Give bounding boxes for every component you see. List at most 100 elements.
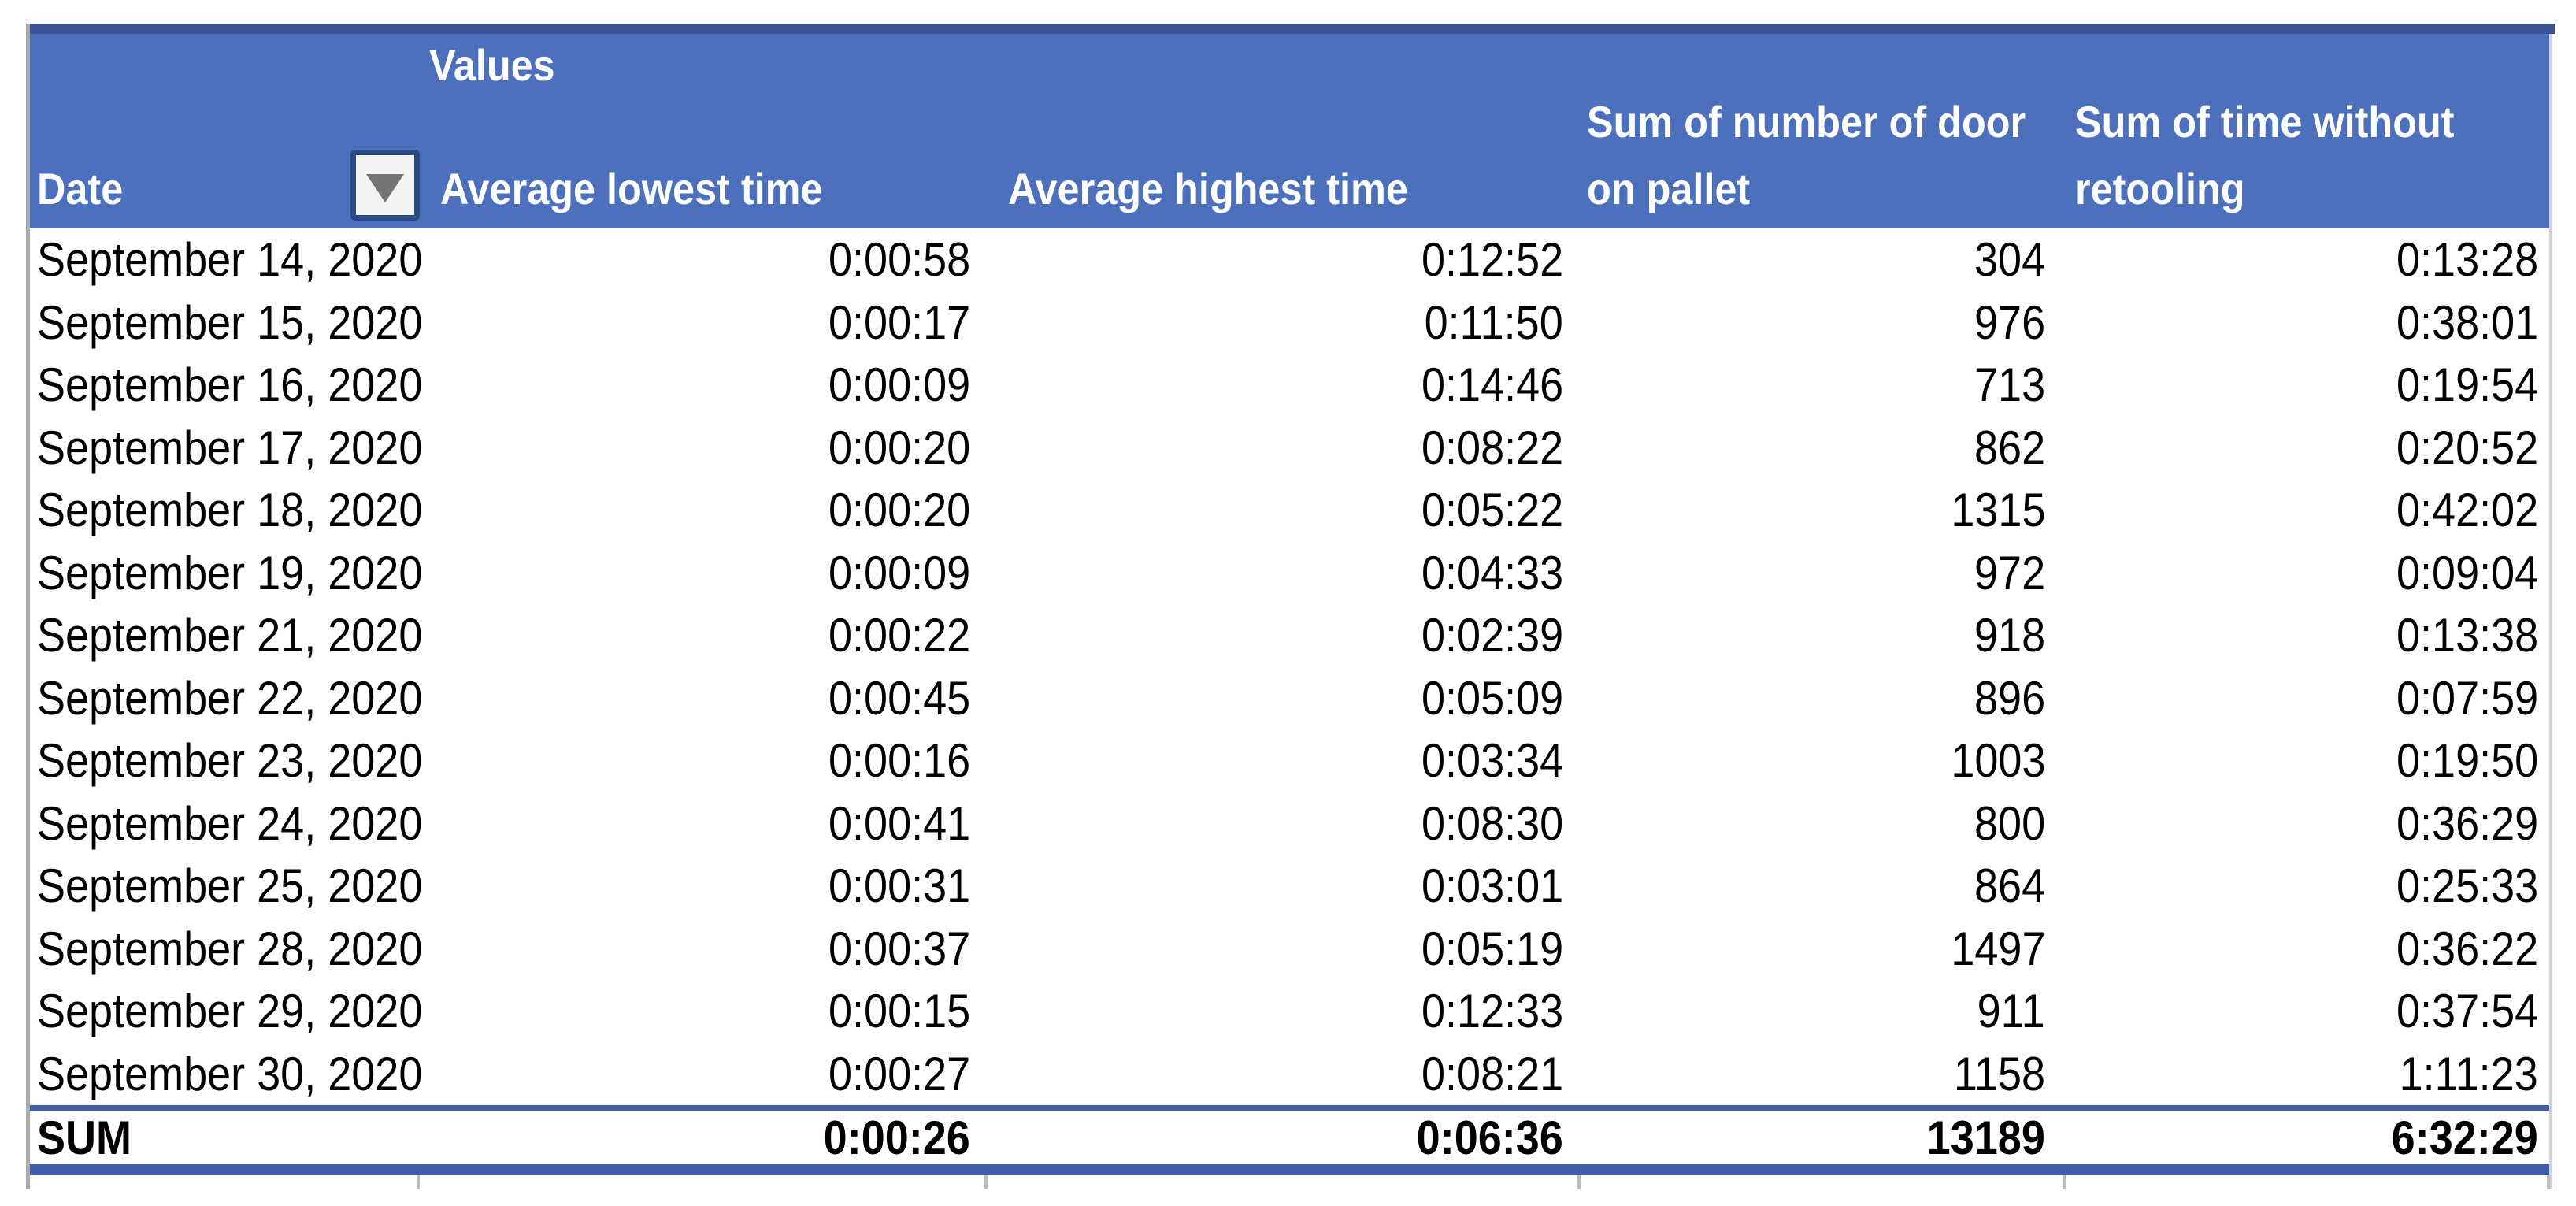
avg-lowest-cell[interactable]: 0:00:58 [828,233,970,287]
time-without-retooling-cell[interactable]: 1:11:23 [2399,1047,2538,1100]
avg-lowest-cell[interactable]: 0:00:31 [828,859,970,913]
avg-lowest-cell[interactable]: 0:00:09 [828,546,970,599]
sum-retooling-header-line2: retooling [2075,164,2245,213]
column-gridline-tick [1577,1175,1581,1189]
avg-lowest-cell[interactable]: 0:00:20 [828,484,970,537]
date-cell[interactable]: September 16, 2020 [37,358,423,412]
avg-highest-cell[interactable]: 0:08:22 [1421,421,1563,474]
time-without-retooling-cell[interactable]: 0:36:29 [2396,796,2538,850]
date-cell[interactable]: September 29, 2020 [37,985,423,1038]
date-cell[interactable]: September 24, 2020 [37,796,423,850]
avg-highest-cell[interactable]: 0:05:22 [1421,484,1563,537]
time-without-retooling-cell[interactable]: 0:20:52 [2396,421,2538,474]
column-header-average-highest-time[interactable]: Average highest time [986,155,1579,228]
avg-highest-cell[interactable]: 0:02:39 [1421,609,1563,662]
avg-highest-cell[interactable]: 0:08:30 [1421,796,1563,850]
doors-on-pallet-cell[interactable]: 911 [1977,985,2045,1038]
time-without-retooling-cell[interactable]: 0:13:38 [2396,609,2538,662]
avg-lowest-cell[interactable]: 0:00:17 [828,295,970,349]
avg-highest-cell[interactable]: 0:03:34 [1421,734,1563,788]
doors-on-pallet-cell[interactable]: 864 [1974,859,2045,913]
sum-doors-cell[interactable]: 13189 [1926,1111,2045,1164]
column-gridline-tick [417,1175,420,1189]
date-cell[interactable]: September 22, 2020 [37,671,423,725]
column-header-date-label: Date [37,164,124,213]
avg-lowest-cell[interactable]: 0:00:45 [828,671,970,725]
table-row: September 19, 2020 0:00:09 0:04:33 972 0… [26,541,2549,604]
doors-on-pallet-cell[interactable]: 304 [1974,233,2045,287]
doors-on-pallet-cell[interactable]: 896 [1974,671,2045,725]
sum-label-cell[interactable]: SUM [37,1111,132,1164]
avg-lowest-cell[interactable]: 0:00:15 [828,985,970,1038]
column-header-date[interactable]: Date [26,155,418,228]
time-without-retooling-cell[interactable]: 0:25:33 [2396,859,2538,913]
avg-highest-cell[interactable]: 0:14:46 [1421,358,1563,412]
doors-on-pallet-cell[interactable]: 1315 [1950,484,2045,537]
date-cell[interactable]: September 15, 2020 [37,295,423,349]
time-without-retooling-cell[interactable]: 0:19:50 [2396,734,2538,788]
time-without-retooling-cell[interactable]: 0:37:54 [2396,985,2538,1038]
doors-on-pallet-cell[interactable]: 862 [1974,421,2045,474]
avg-lowest-cell[interactable]: 0:00:37 [828,922,970,975]
table-bottom-border [26,1164,2549,1175]
avg-highest-cell[interactable]: 0:03:01 [1421,859,1563,913]
avg-highest-cell[interactable]: 0:04:33 [1421,546,1563,599]
time-without-retooling-cell[interactable]: 0:36:22 [2396,922,2538,975]
sum-retooling-header-line1: Sum of time without [2075,97,2455,147]
time-without-retooling-cell[interactable]: 0:07:59 [2396,671,2538,725]
table-row: September 21, 2020 0:00:22 0:02:39 918 0… [26,604,2549,667]
date-cell[interactable]: September 21, 2020 [37,609,423,662]
avg-lowest-cell[interactable]: 0:00:09 [828,358,970,412]
avg-highest-cell[interactable]: 0:12:52 [1421,233,1563,287]
values-area-label: Values [429,40,555,90]
time-without-retooling-cell[interactable]: 0:38:01 [2396,295,2538,349]
table-row: September 22, 2020 0:00:45 0:05:09 896 0… [26,666,2549,729]
pivot-table-header-row: Date Average lowest time Average highest… [26,34,2549,228]
doors-on-pallet-cell[interactable]: 1003 [1950,734,2045,788]
sum-avg-lowest-cell[interactable]: 0:00:26 [823,1111,970,1164]
column-header-average-lowest-time[interactable]: Average lowest time [418,155,986,228]
time-without-retooling-cell[interactable]: 0:09:04 [2396,546,2538,599]
doors-on-pallet-cell[interactable]: 800 [1974,796,2045,850]
column-header-sum-time-without-retooling[interactable]: Sum of time without retooling [2064,88,2549,228]
avg-highest-cell[interactable]: 0:11:50 [1424,295,1563,349]
sheet-gridline-right [2549,34,2552,1189]
avg-highest-cell[interactable]: 0:05:19 [1421,922,1563,975]
doors-on-pallet-cell[interactable]: 1497 [1950,922,2045,975]
table-row: September 14, 2020 0:00:58 0:12:52 304 0… [26,228,2549,291]
sum-doors-header-line1: Sum of number of door [1587,97,2026,147]
date-cell[interactable]: September 14, 2020 [37,233,423,287]
dropdown-arrow-icon [366,174,404,202]
sum-doors-header-line2: on pallet [1587,164,1751,213]
avg-highest-cell[interactable]: 0:08:21 [1421,1047,1563,1100]
column-header-sum-doors-on-pallet[interactable]: Sum of number of door on pallet [1579,88,2064,228]
avg-lowest-cell[interactable]: 0:00:20 [828,421,970,474]
doors-on-pallet-cell[interactable]: 1158 [1953,1047,2045,1100]
date-cell[interactable]: September 30, 2020 [37,1047,423,1100]
time-without-retooling-cell[interactable]: 0:19:54 [2396,358,2538,412]
date-cell[interactable]: September 17, 2020 [37,421,423,474]
date-filter-dropdown-button[interactable] [350,150,420,221]
avg-highest-cell[interactable]: 0:05:09 [1421,671,1563,725]
date-cell[interactable]: September 18, 2020 [37,484,423,537]
doors-on-pallet-cell[interactable]: 713 [1974,358,2045,412]
avg-lowest-cell[interactable]: 0:00:22 [828,609,970,662]
table-row: September 28, 2020 0:00:37 0:05:19 1497 … [26,917,2549,980]
date-cell[interactable]: September 19, 2020 [37,546,423,599]
avg-lowest-cell[interactable]: 0:00:27 [828,1047,970,1100]
sum-avg-highest-cell[interactable]: 0:06:36 [1416,1111,1563,1164]
avg-lowest-cell[interactable]: 0:00:41 [828,796,970,850]
date-cell[interactable]: September 25, 2020 [37,859,423,913]
column-header-average-highest-time-label: Average highest time [1008,164,1408,213]
doors-on-pallet-cell[interactable]: 918 [1974,609,2045,662]
sum-retooling-cell[interactable]: 6:32:29 [2391,1111,2538,1164]
time-without-retooling-cell[interactable]: 0:13:28 [2396,233,2538,287]
avg-highest-cell[interactable]: 0:12:33 [1421,985,1563,1038]
doors-on-pallet-cell[interactable]: 976 [1974,295,2045,349]
date-cell[interactable]: September 28, 2020 [37,922,423,975]
date-cell[interactable]: September 23, 2020 [37,734,423,788]
doors-on-pallet-cell[interactable]: 972 [1974,546,2045,599]
time-without-retooling-cell[interactable]: 0:42:02 [2396,484,2538,537]
avg-lowest-cell[interactable]: 0:00:16 [828,734,970,788]
